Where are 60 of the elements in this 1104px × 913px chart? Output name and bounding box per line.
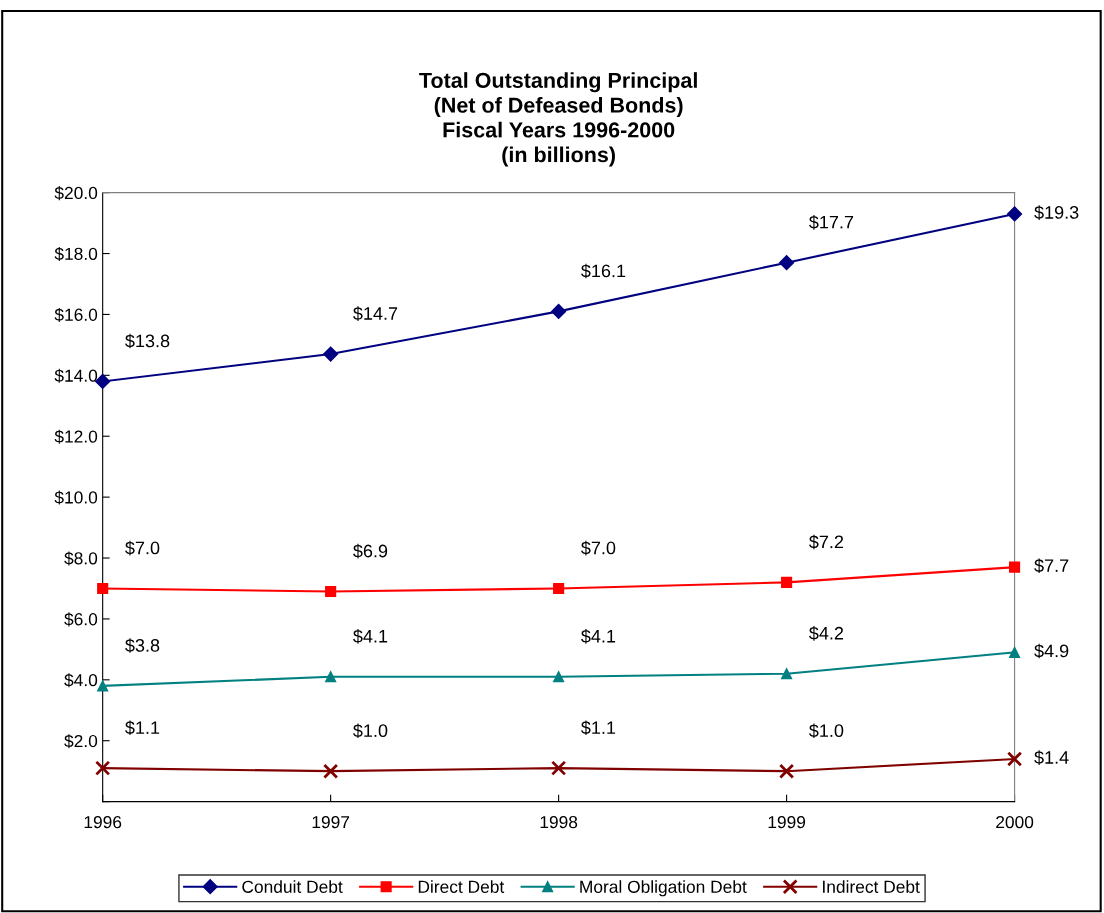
y-tick-label: $16.0 [54, 307, 98, 322]
x-tick-label: 1997 [312, 815, 350, 829]
data-label: $7.0 [581, 540, 616, 556]
point [1007, 206, 1023, 222]
data-label: $4.9 [1034, 643, 1069, 659]
x-tick-label: 1998 [540, 815, 578, 829]
data-label: $7.7 [1034, 558, 1069, 574]
data-label: $1.0 [353, 723, 388, 739]
point [1006, 751, 1023, 767]
y-tick-label: $20.0 [54, 186, 98, 201]
point [1009, 646, 1021, 658]
point [781, 576, 793, 588]
legend-label: Moral Obligation Debt [580, 880, 747, 897]
data-label: $3.8 [125, 638, 160, 653]
x-tick-label: 1999 [768, 815, 806, 829]
data-label: $7.0 [125, 540, 160, 556]
y-tick-label: $6.0 [64, 612, 98, 627]
point [779, 255, 795, 271]
data-label: $1.1 [125, 720, 160, 736]
data-label: $4.2 [809, 626, 844, 641]
point [97, 582, 109, 595]
x-tick-label: 2000 [996, 815, 1034, 829]
legend-label: Direct Debt [418, 880, 505, 893]
point [550, 760, 567, 776]
data-label: $19.3 [1034, 205, 1079, 220]
x-tick-label: 1996 [84, 815, 122, 829]
legend-label: Conduit Debt [242, 880, 343, 893]
point [95, 373, 111, 389]
point [553, 671, 565, 683]
data-label: $16.1 [581, 263, 626, 279]
legend-label: Indirect Debt [823, 880, 920, 893]
point [95, 760, 111, 776]
point [1009, 561, 1021, 573]
data-label: $14.7 [353, 306, 398, 321]
point [323, 346, 339, 362]
data-label: $7.2 [809, 534, 844, 550]
y-tick-label: $14.0 [54, 368, 98, 383]
data-label: $4.1 [581, 629, 616, 644]
data-label: $4.1 [353, 629, 388, 644]
point [325, 585, 337, 598]
data-label: $17.7 [809, 215, 854, 230]
data-label: $1.4 [1034, 750, 1069, 765]
point [97, 680, 109, 692]
point [325, 671, 337, 683]
y-tick-label: $4.0 [64, 673, 98, 688]
data-label: $1.0 [809, 723, 844, 739]
point [778, 763, 795, 779]
y-tick-label: $12.0 [54, 429, 98, 444]
data-label: $13.8 [125, 333, 170, 349]
point [553, 582, 565, 595]
y-tick-label: $18.0 [54, 246, 98, 262]
point [781, 668, 793, 680]
y-tick-label: $10.0 [54, 490, 98, 505]
y-tick-label: $8.0 [64, 551, 98, 566]
point [323, 763, 339, 779]
point [551, 303, 567, 319]
y-tick-label: $2.0 [64, 734, 98, 749]
data-label: $6.9 [353, 543, 388, 559]
data-label: $1.1 [581, 720, 616, 736]
chart-title: Total Outstanding Principal (Net of Defeased Bonds) Fiscal Years 1996-2000 (in billions) [419, 72, 697, 167]
